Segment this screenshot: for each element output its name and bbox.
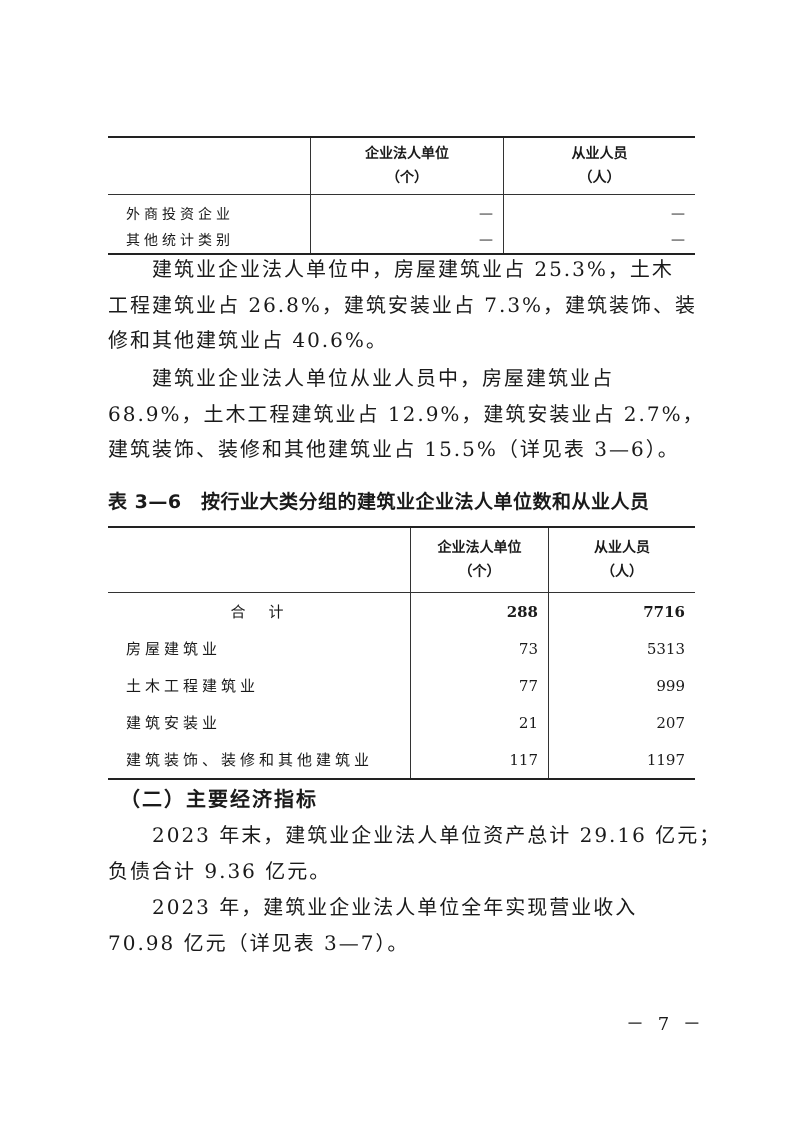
paragraph-3: 2023 年末，建筑业企业法人单位资产总计 29.16 亿元； 负债合计 9.36…	[108, 823, 722, 883]
employees-cell: 207	[548, 704, 695, 741]
units-cell: 117	[410, 741, 549, 779]
employees-cell: 1197	[548, 741, 695, 779]
employees-cell: 5313	[548, 630, 695, 667]
row-label: 土木工程建筑业	[126, 677, 260, 695]
table-row: 房屋建筑业 73 5313	[108, 630, 695, 667]
header-units: 企业法人单位 （个）	[310, 137, 504, 195]
units-cell: 77	[410, 667, 549, 704]
units-cell: —	[310, 227, 504, 254]
row-label: 房屋建筑业	[126, 640, 222, 658]
units-cell: 21	[410, 704, 549, 741]
table-continued: 企业法人单位 （个） 从业人员 （人） 外商投资企业 — — 其他统计类别 — —	[108, 136, 695, 255]
total-row: 合 计 288 7716	[108, 592, 695, 630]
table-row: 建筑装饰、装修和其他建筑业 117 1197	[108, 741, 695, 779]
units-cell: —	[310, 194, 504, 227]
section-heading: （二）主要经济指标	[108, 787, 318, 811]
row-label: 建筑安装业	[126, 714, 222, 732]
units-cell: 288	[410, 592, 549, 630]
row-label: 其他统计类别	[126, 233, 234, 249]
header-employees: 从业人员 （人）	[548, 527, 695, 593]
employees-cell: 999	[548, 667, 695, 704]
table-row: 土木工程建筑业 77 999	[108, 667, 695, 704]
header-blank	[108, 137, 311, 195]
page-number: － 7 －	[626, 1014, 705, 1035]
employees-cell: —	[503, 194, 695, 227]
table-3-6: 企业法人单位 （个） 从业人员 （人） 合 计 288 7716 房屋建筑业 73 …	[108, 526, 695, 780]
header-employees: 从业人员 （人）	[503, 137, 695, 195]
table-title: 表 3—6 按行业大类分组的建筑业企业法人单位数和从业人员	[108, 491, 650, 513]
table-row: 建筑安装业 21 207	[108, 704, 695, 741]
paragraph-2: 建筑业企业法人单位从业人员中，房屋建筑业占 68.9%，土木工程建筑业占 12.9…	[108, 366, 705, 461]
employees-cell: 7716	[548, 592, 695, 630]
total-label: 合 计	[230, 603, 288, 621]
header-units: 企业法人单位 （个）	[410, 527, 549, 593]
header-blank	[108, 527, 411, 593]
table-row: 其他统计类别 — —	[108, 227, 695, 254]
row-label: 外商投资企业	[126, 207, 234, 223]
paragraph-1: 建筑业企业法人单位中，房屋建筑业占 25.3%，土木 工程建筑业占 26.8%，建…	[108, 257, 698, 352]
employees-cell: —	[503, 227, 695, 254]
row-label: 建筑装饰、装修和其他建筑业	[126, 751, 374, 769]
paragraph-4: 2023 年，建筑业企业法人单位全年实现营业收入 70.98 亿元（详见表 3—7…	[108, 895, 638, 955]
units-cell: 73	[410, 630, 549, 667]
table-row: 外商投资企业 — —	[108, 194, 695, 227]
